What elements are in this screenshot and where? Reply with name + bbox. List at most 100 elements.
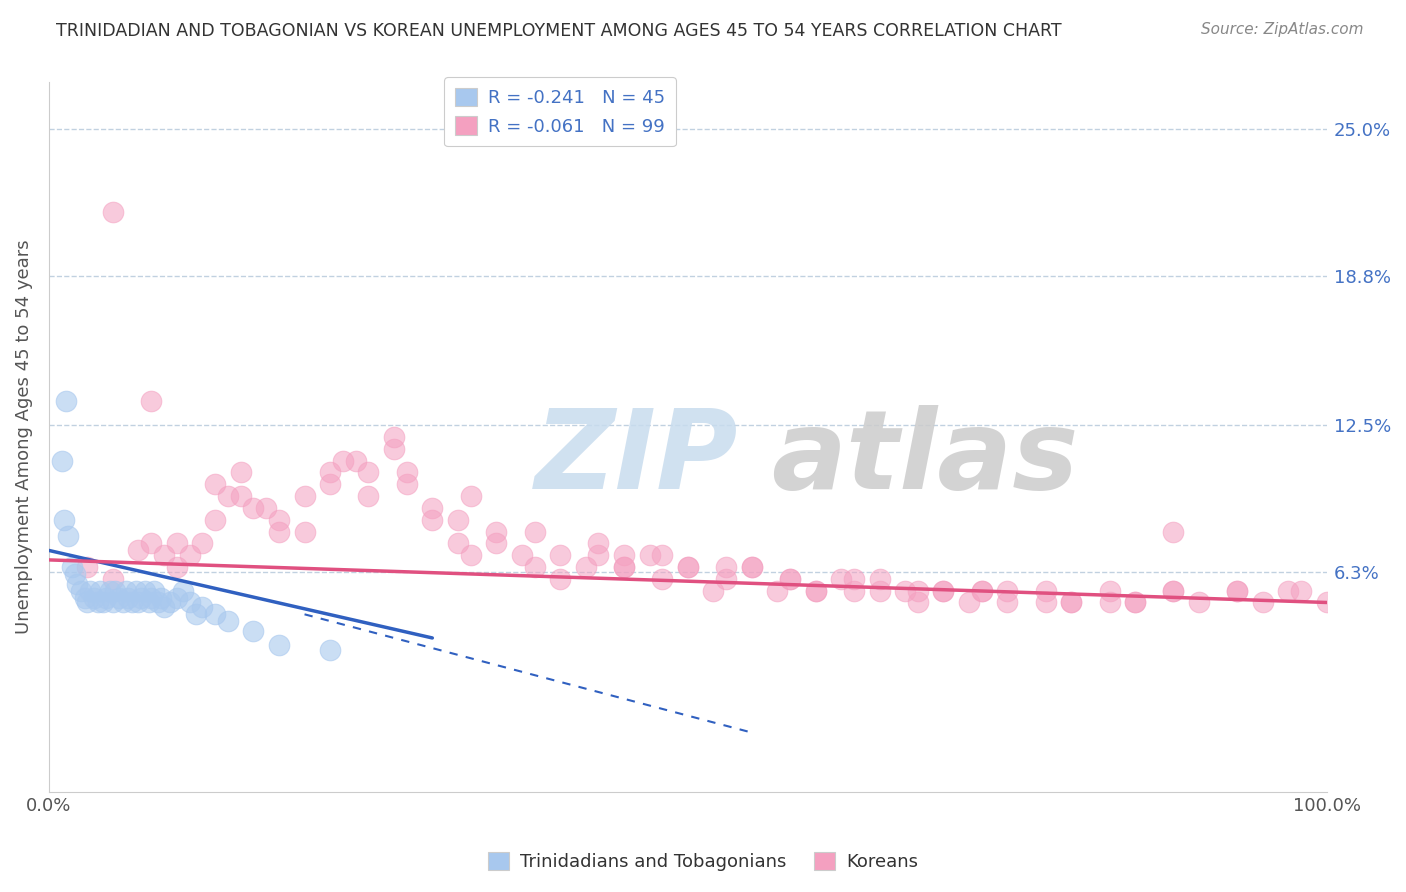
Point bbox=[344, 453, 367, 467]
Point bbox=[319, 477, 342, 491]
Point bbox=[804, 583, 827, 598]
Point bbox=[150, 591, 173, 605]
Point bbox=[184, 607, 207, 622]
Point bbox=[267, 524, 290, 539]
Point bbox=[523, 560, 546, 574]
Point bbox=[127, 595, 149, 609]
Point bbox=[204, 513, 226, 527]
Point bbox=[51, 453, 73, 467]
Point bbox=[1289, 583, 1312, 598]
Point bbox=[127, 543, 149, 558]
Point bbox=[91, 595, 114, 609]
Point bbox=[830, 572, 852, 586]
Point bbox=[153, 600, 176, 615]
Point bbox=[741, 560, 763, 574]
Point bbox=[86, 595, 108, 609]
Point bbox=[1060, 595, 1083, 609]
Point bbox=[1188, 595, 1211, 609]
Point bbox=[179, 548, 201, 562]
Point bbox=[395, 466, 418, 480]
Point bbox=[1035, 595, 1057, 609]
Point bbox=[970, 583, 993, 598]
Point bbox=[766, 583, 789, 598]
Point bbox=[60, 560, 83, 574]
Point bbox=[89, 583, 111, 598]
Point bbox=[66, 576, 89, 591]
Point bbox=[588, 536, 610, 550]
Point bbox=[357, 489, 380, 503]
Point bbox=[1098, 595, 1121, 609]
Point bbox=[1035, 583, 1057, 598]
Point bbox=[104, 583, 127, 598]
Point bbox=[191, 536, 214, 550]
Point bbox=[716, 560, 738, 574]
Point bbox=[138, 595, 160, 609]
Point bbox=[129, 591, 152, 605]
Point bbox=[108, 591, 131, 605]
Point bbox=[166, 591, 188, 605]
Point bbox=[267, 513, 290, 527]
Point bbox=[1277, 583, 1299, 598]
Point bbox=[907, 583, 929, 598]
Point bbox=[191, 600, 214, 615]
Point bbox=[869, 572, 891, 586]
Point bbox=[447, 513, 470, 527]
Point bbox=[83, 591, 105, 605]
Point bbox=[217, 489, 239, 503]
Point bbox=[420, 500, 443, 515]
Point bbox=[101, 572, 124, 586]
Point bbox=[932, 583, 955, 598]
Point bbox=[254, 500, 277, 515]
Point bbox=[55, 394, 77, 409]
Point bbox=[676, 560, 699, 574]
Point bbox=[651, 548, 673, 562]
Point bbox=[485, 524, 508, 539]
Point bbox=[204, 477, 226, 491]
Point bbox=[447, 536, 470, 550]
Point bbox=[141, 591, 163, 605]
Point bbox=[76, 595, 98, 609]
Text: ZIP: ZIP bbox=[534, 405, 738, 512]
Point bbox=[957, 595, 980, 609]
Point bbox=[76, 560, 98, 574]
Point bbox=[153, 548, 176, 562]
Point bbox=[1316, 595, 1339, 609]
Point bbox=[1163, 583, 1185, 598]
Point bbox=[121, 595, 143, 609]
Point bbox=[229, 489, 252, 503]
Point bbox=[995, 583, 1018, 598]
Point bbox=[907, 595, 929, 609]
Point bbox=[217, 615, 239, 629]
Point bbox=[995, 595, 1018, 609]
Point bbox=[638, 548, 661, 562]
Point bbox=[56, 529, 79, 543]
Point bbox=[548, 572, 571, 586]
Legend: R = -0.241   N = 45, R = -0.061   N = 99: R = -0.241 N = 45, R = -0.061 N = 99 bbox=[444, 77, 676, 146]
Point bbox=[101, 595, 124, 609]
Point bbox=[460, 548, 482, 562]
Point bbox=[1163, 583, 1185, 598]
Point bbox=[294, 489, 316, 503]
Point bbox=[1163, 524, 1185, 539]
Point bbox=[117, 591, 139, 605]
Point bbox=[70, 583, 93, 598]
Point bbox=[96, 591, 118, 605]
Point bbox=[804, 583, 827, 598]
Point bbox=[548, 548, 571, 562]
Point bbox=[970, 583, 993, 598]
Point bbox=[357, 466, 380, 480]
Point bbox=[141, 536, 163, 550]
Point bbox=[267, 638, 290, 652]
Point bbox=[523, 524, 546, 539]
Point bbox=[134, 583, 156, 598]
Point bbox=[1098, 583, 1121, 598]
Point bbox=[869, 583, 891, 598]
Point bbox=[319, 642, 342, 657]
Point bbox=[420, 513, 443, 527]
Point bbox=[613, 548, 636, 562]
Point bbox=[166, 536, 188, 550]
Text: atlas: atlas bbox=[770, 405, 1078, 512]
Point bbox=[575, 560, 598, 574]
Point bbox=[159, 595, 181, 609]
Point bbox=[1123, 595, 1146, 609]
